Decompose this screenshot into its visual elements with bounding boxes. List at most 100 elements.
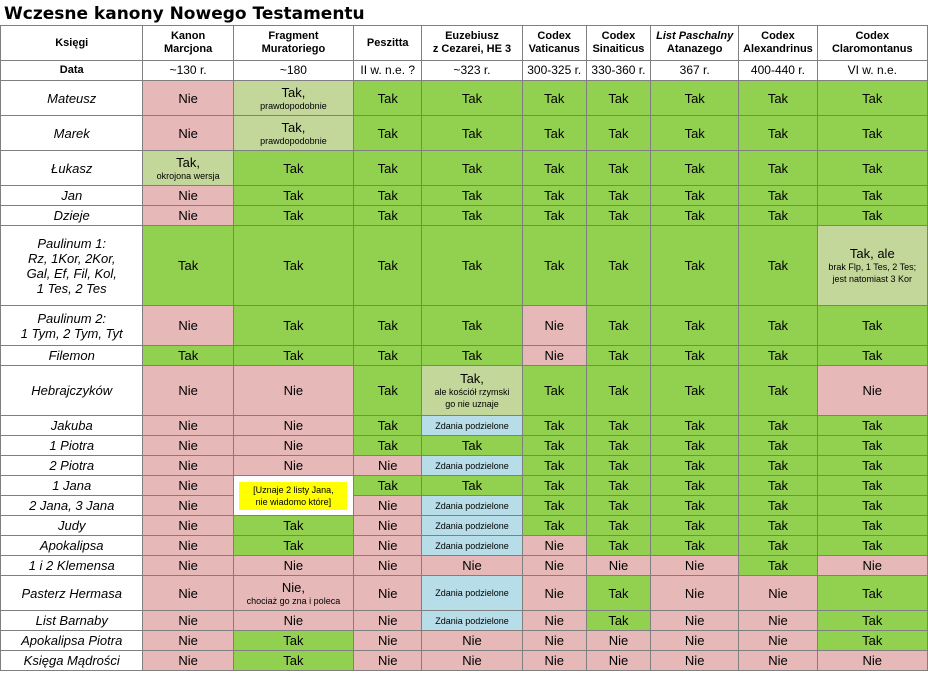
canon-cell: Tak xyxy=(650,115,740,151)
canon-cell: Tak xyxy=(738,225,818,306)
canon-cell: Nie xyxy=(521,535,587,556)
canon-cell: Tak xyxy=(232,345,355,366)
canon-cell: Tak xyxy=(585,535,652,556)
cell-value: Nie xyxy=(178,633,198,648)
canon-cell: Tak xyxy=(650,415,740,436)
canon-cell: Nie xyxy=(353,495,423,516)
table-row: Jakuba Nie Nie Tak Zdania podzielone Tak Tak Ta… xyxy=(0,415,928,436)
cell-note: prawdopodobnie xyxy=(260,135,327,146)
book-name-line: Mateusz xyxy=(47,90,97,106)
cell-value: Tak xyxy=(461,438,483,453)
table-row: 1 Piotra Nie Nie Tak Tak Tak Tak Tak Tak Tak xyxy=(0,435,928,456)
canon-cell: Tak xyxy=(421,435,523,456)
canon-cell: Tak xyxy=(585,365,652,416)
cell-value: Nie xyxy=(608,653,629,668)
canon-cell: Tak xyxy=(232,305,355,346)
cell-value: Tak xyxy=(461,478,483,493)
cell-value: Nie xyxy=(608,558,629,573)
book-name: Księga Mądrości xyxy=(0,650,144,671)
canon-cell: Tak xyxy=(585,495,652,516)
cell-value: Tak xyxy=(377,438,398,453)
cell-value: Nie xyxy=(544,558,564,573)
cell-value: Tak xyxy=(767,258,789,273)
cell-value: Tak xyxy=(608,90,629,106)
column-header-line1: Codex xyxy=(537,30,572,42)
cell-note: prawdopodobnie xyxy=(260,100,327,111)
cell-value: Tak, xyxy=(460,371,484,386)
cell-value: Tak xyxy=(862,348,883,363)
canon-cell: Tak xyxy=(585,305,652,346)
column-header-line1: Kanon xyxy=(170,30,206,42)
cell-value: Tak xyxy=(684,538,705,553)
canon-cell: Tak xyxy=(421,115,523,151)
canon-cell: Tak xyxy=(816,495,928,516)
cell-value: Nie xyxy=(768,585,788,601)
canon-cell: Zdania podzielone xyxy=(421,515,523,536)
canon-cell: Nie xyxy=(142,435,234,456)
cell-note: Zdania podzielone xyxy=(435,615,509,626)
cell-value: Tak, xyxy=(281,84,306,100)
canon-cell: Tak xyxy=(353,205,423,226)
canon-cell: Tak, okrojona wersja xyxy=(142,150,234,186)
cell-value: Tak xyxy=(283,538,304,553)
table-row: Judy Nie Tak Nie Zdania podzielone Tak Tak Tak T… xyxy=(0,515,928,536)
table-row: Apokalipsa Piotra Nie Tak Nie Nie Nie Nie Nie Ni… xyxy=(0,630,928,651)
canon-cell: Tak xyxy=(738,515,818,536)
table-row: 2 Piotra Nie Nie Nie Zdania podzielone Tak Tak… xyxy=(0,455,928,476)
canon-cell: Tak xyxy=(650,80,740,116)
cell-value: Tak xyxy=(377,478,398,493)
canon-cell: Nie xyxy=(421,630,523,651)
canon-cell: Nie xyxy=(353,455,423,476)
cell-value: Nie xyxy=(544,633,564,648)
canon-cell: Tak xyxy=(650,225,740,306)
cell-value: Tak xyxy=(684,258,705,273)
cell-value: Tak xyxy=(767,478,789,493)
canon-cell: Nie xyxy=(521,630,587,651)
column-header-line1: Fragment xyxy=(268,30,319,42)
cell-value: Tak xyxy=(608,188,629,203)
canon-cell: Tak, prawdopodobnie xyxy=(232,80,355,116)
canon-cell: Tak xyxy=(353,435,423,456)
canon-cell: Nie xyxy=(142,650,234,671)
canon-cell: Tak xyxy=(738,205,818,226)
column-header-line2: Sinaiticus xyxy=(592,43,645,55)
cell-value: Tak xyxy=(684,318,705,333)
cell-value: Tak xyxy=(767,90,789,106)
cell-note: Zdania podzielone xyxy=(435,540,509,551)
column-header: Codex Sinaiticus xyxy=(585,25,652,61)
book-name: Dzieje xyxy=(0,205,144,226)
cell-value: Tak xyxy=(608,383,629,398)
canon-cell: Nie xyxy=(142,80,234,116)
canon-cell: Tak xyxy=(816,535,928,556)
cell-value: Tak xyxy=(377,383,398,398)
canon-cell: Tak, prawdopodobnie xyxy=(232,115,355,151)
yellow-note-box: [Uznaje 2 listy Jana, nie wiadomo które] xyxy=(239,481,348,510)
cell-value: Tak xyxy=(862,458,883,473)
book-name-line: Księga Mądrości xyxy=(23,653,120,668)
cell-value: Tak xyxy=(377,188,398,203)
canon-cell: Nie xyxy=(650,575,740,611)
canon-cell: Nie xyxy=(142,575,234,611)
canon-cell: Tak xyxy=(353,150,423,186)
cell-value: Nie xyxy=(768,613,788,628)
cell-value: Nie xyxy=(462,653,482,668)
column-header: Codex Claromontanus xyxy=(816,25,928,61)
book-name-line: Apokalipsa Piotra xyxy=(21,633,123,648)
cell-value: Tak xyxy=(767,418,789,433)
canon-cell: Tak xyxy=(232,630,355,651)
table-body: Mateusz Nie Tak, prawdopodobnie Tak Tak Tak Tak… xyxy=(0,80,928,671)
canon-cell: Tak xyxy=(521,185,587,206)
book-name: Judy xyxy=(0,515,144,536)
cell-value: Tak xyxy=(608,438,629,453)
cell-value: Tak xyxy=(461,318,483,333)
cell-value: Tak, xyxy=(281,119,306,135)
canon-cell: Tak xyxy=(738,455,818,476)
cell-value: Nie xyxy=(462,633,482,648)
column-header: Fragment Muratoriego xyxy=(232,25,355,61)
book-name-line: Jan xyxy=(61,188,83,203)
cell-value: Tak xyxy=(461,188,483,203)
canon-cell: Nie xyxy=(585,630,652,651)
column-date: VI w. n.e. xyxy=(816,60,928,81)
column-header-line1: Codex xyxy=(601,30,636,42)
cell-value: Tak xyxy=(544,125,565,141)
